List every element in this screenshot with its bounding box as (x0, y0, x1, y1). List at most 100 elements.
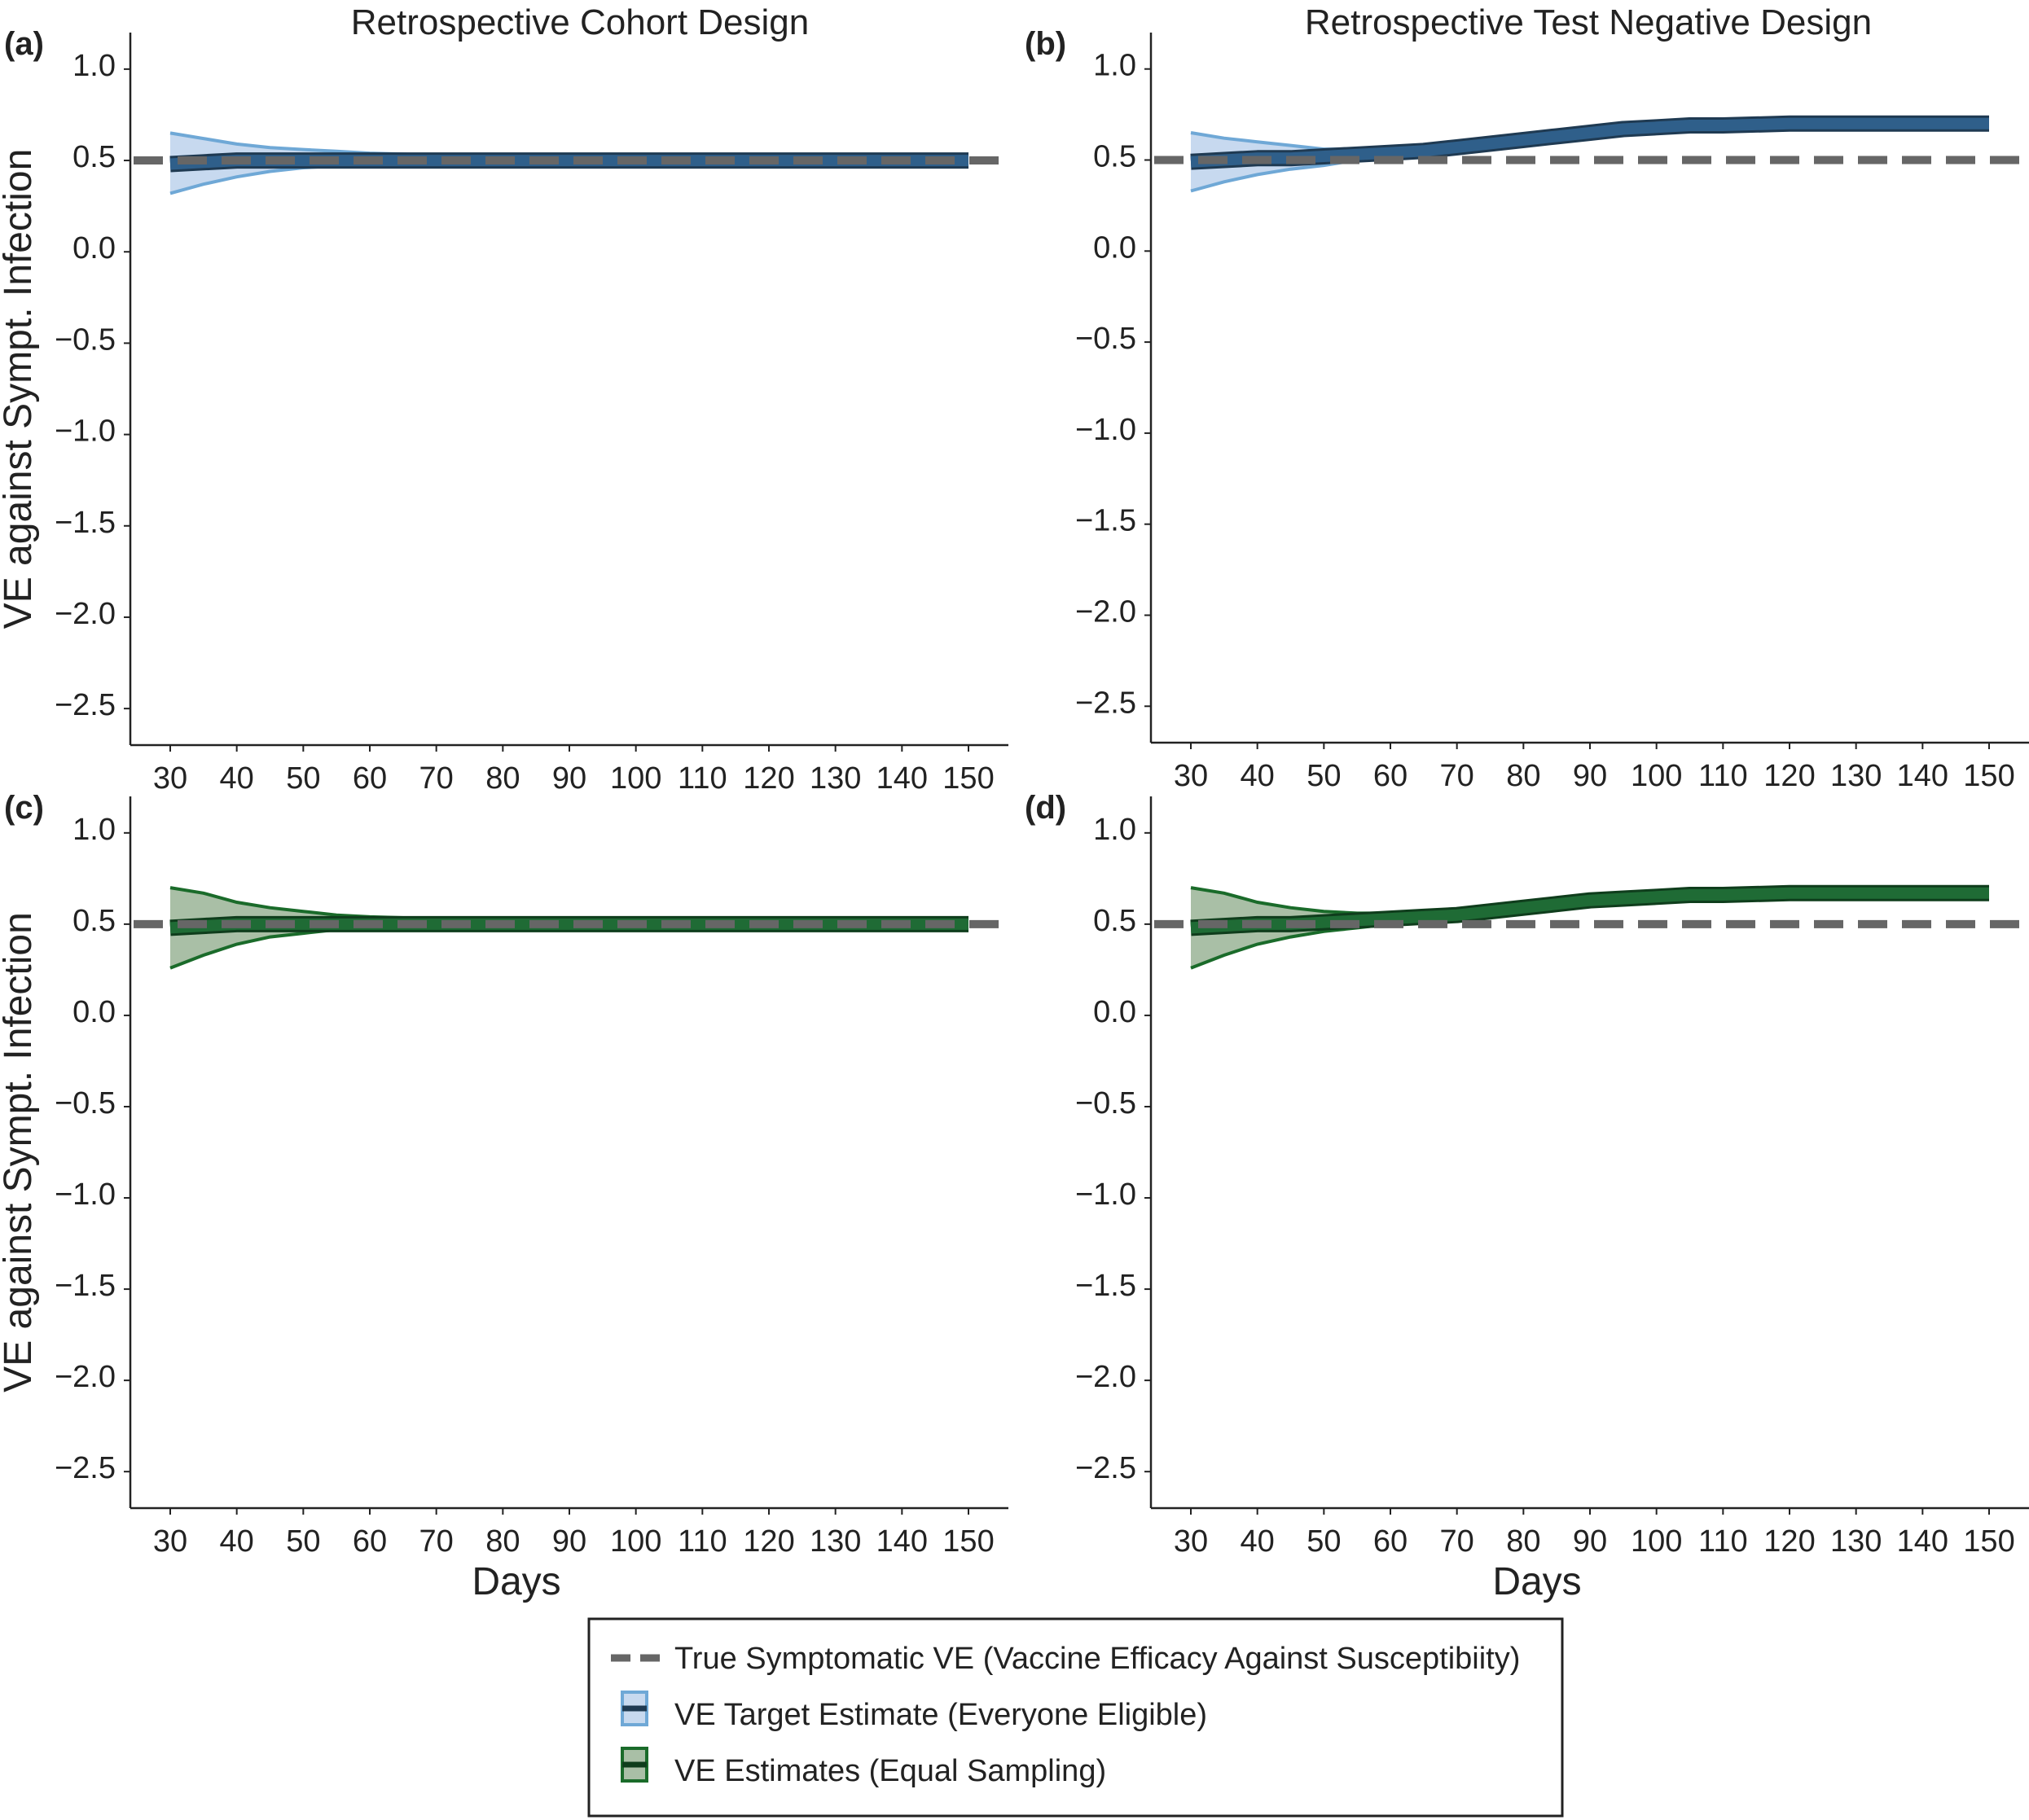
x-tick-label: 80 (1506, 759, 1540, 793)
y-tick-label: 0.5 (1093, 904, 1136, 938)
y-tick-label: −0.5 (55, 322, 116, 357)
x-tick-label: 130 (1830, 759, 1882, 793)
x-tick-label: 30 (153, 1524, 187, 1559)
y-tick-label: −1.0 (55, 414, 116, 449)
x-tick-label: 140 (1897, 759, 1948, 793)
panel-b: 1.0 0.5 0.0 −0.5 −1.0 −1.5 −2.0 −2.5 30 40 50 60 70 8… (1025, 26, 2029, 793)
y-tick-label: 0.0 (72, 231, 116, 265)
x-tick-label: 110 (1698, 1524, 1748, 1559)
x-tick-label: 150 (942, 761, 994, 796)
y-tick-label: −2.0 (1075, 594, 1136, 629)
x-tick-label: 140 (1897, 1524, 1948, 1559)
y-tick-label: −2.5 (55, 688, 116, 722)
x-tick-label: 80 (485, 1524, 520, 1559)
legend-item-equal: VE Estimates (Equal Sampling) (621, 1747, 1106, 1788)
panel-label: (d) (1025, 790, 1066, 826)
x-tick-label: 120 (1763, 1524, 1815, 1559)
y-tick-label: 0.5 (72, 904, 116, 938)
x-tick-label: 30 (1174, 1524, 1208, 1559)
y-tick-label: −2.5 (1075, 686, 1136, 720)
x-tick-label: 30 (1174, 759, 1208, 793)
x-tick-label: 60 (1373, 1524, 1408, 1559)
x-tick-label: 90 (1573, 1524, 1607, 1559)
x-tick-label: 110 (678, 761, 727, 796)
legend-label: True Symptomatic VE (Vaccine Efficacy Ag… (674, 1642, 1520, 1676)
y-axis-title: VE against Sympt. Infection (0, 149, 40, 629)
x-tick-label: 70 (1440, 759, 1474, 793)
y-tick-label: 0.0 (1093, 995, 1136, 1029)
y-tick-label: −0.5 (1075, 322, 1136, 356)
x-tick-label: 130 (810, 1524, 861, 1559)
x-tick-label: 60 (353, 761, 387, 796)
x-tick-label: 140 (876, 761, 928, 796)
x-tick-label: 100 (610, 1524, 661, 1559)
x-tick-label: 150 (1963, 759, 2014, 793)
panel-label: (c) (4, 790, 44, 826)
x-tick-label: 70 (419, 761, 454, 796)
y-tick-label: −2.5 (55, 1451, 116, 1485)
x-axis-title: Days (472, 1560, 560, 1603)
y-tick-label: −1.0 (1075, 413, 1136, 447)
x-tick-label: 70 (419, 1524, 454, 1559)
x-tick-label: 120 (743, 761, 794, 796)
legend-item-true-ve: True Symptomatic VE (Vaccine Efficacy Ag… (611, 1642, 1520, 1676)
x-tick-label: 40 (220, 1524, 254, 1559)
y-tick-label: 1.0 (72, 49, 116, 83)
panel-label: (b) (1025, 26, 1066, 62)
x-tick-label: 40 (1241, 759, 1275, 793)
x-tick-label: 50 (1307, 1524, 1341, 1559)
x-tick-label: 40 (220, 761, 254, 796)
y-tick-label: −1.0 (55, 1178, 116, 1212)
x-tick-label: 90 (552, 1524, 586, 1559)
panel-d: 1.0 0.5 0.0 −0.5 −1.0 −1.5 −2.0 −2.5 30 40 50 60 70 8… (1025, 790, 2029, 1603)
x-tick-label: 80 (485, 761, 520, 796)
y-axis-title: VE against Sympt. Infection (0, 912, 40, 1392)
legend-label: VE Target Estimate (Everyone Eligible) (674, 1698, 1207, 1732)
blue-band-icon (621, 1691, 648, 1726)
x-tick-label: 120 (1763, 759, 1815, 793)
x-axis-title: Days (1492, 1560, 1581, 1603)
legend: True Symptomatic VE (Vaccine Efficacy Ag… (587, 1617, 1564, 1818)
x-tick-label: 40 (1241, 1524, 1275, 1559)
y-tick-label: 0.0 (1093, 230, 1136, 265)
panel-a: 1.0 0.5 0.0 −0.5 −1.0 −1.5 −2.0 −2.5 30 40 50 60 70 8… (0, 26, 1008, 796)
x-tick-label: 80 (1506, 1524, 1540, 1559)
y-tick-label: −1.0 (1075, 1178, 1136, 1212)
x-tick-label: 140 (876, 1524, 928, 1559)
y-tick-label: −2.0 (55, 1360, 116, 1394)
panel-c: 1.0 0.5 0.0 −0.5 −1.0 −1.5 −2.0 −2.5 30 40 50 60 70 8… (0, 790, 1008, 1603)
x-tick-label: 150 (942, 1524, 994, 1559)
y-tick-label: 1.0 (1093, 813, 1136, 847)
x-tick-label: 90 (1573, 759, 1607, 793)
x-tick-label: 110 (1698, 759, 1748, 793)
y-tick-label: −1.5 (55, 1269, 116, 1303)
x-tick-label: 110 (678, 1524, 727, 1559)
x-tick-label: 130 (1830, 1524, 1882, 1559)
x-tick-label: 60 (1373, 759, 1408, 793)
y-tick-label: −1.5 (1075, 1269, 1136, 1303)
x-tick-label: 100 (1631, 759, 1682, 793)
y-tick-label: −0.5 (1075, 1086, 1136, 1121)
y-tick-label: 0.5 (72, 140, 116, 174)
x-tick-label: 60 (353, 1524, 387, 1559)
y-tick-label: 0.0 (72, 995, 116, 1029)
x-tick-label: 30 (153, 761, 187, 796)
x-tick-label: 100 (1631, 1524, 1682, 1559)
y-tick-label: −1.5 (1075, 504, 1136, 538)
y-tick-label: −0.5 (55, 1086, 116, 1121)
y-tick-label: −2.5 (1075, 1451, 1136, 1485)
column-title-cohort: Retrospective Cohort Design (351, 2, 809, 42)
x-tick-label: 50 (286, 1524, 320, 1559)
y-tick-label: 1.0 (1093, 49, 1136, 83)
legend-item-target: VE Target Estimate (Everyone Eligible) (621, 1691, 1207, 1732)
y-tick-label: 1.0 (72, 813, 116, 847)
y-tick-label: −1.5 (55, 506, 116, 540)
panel-label: (a) (4, 26, 44, 62)
x-tick-label: 100 (610, 761, 661, 796)
y-tick-label: −2.0 (1075, 1360, 1136, 1394)
legend-label: VE Estimates (Equal Sampling) (674, 1754, 1106, 1788)
y-tick-label: 0.5 (1093, 140, 1136, 174)
x-tick-label: 50 (1307, 759, 1341, 793)
legend-box (587, 1617, 1564, 1818)
